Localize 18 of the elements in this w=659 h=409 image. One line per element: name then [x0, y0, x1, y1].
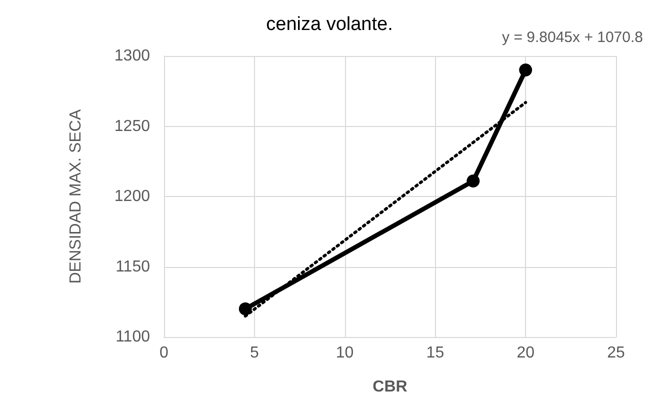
x-tick-label: 25 [607, 344, 625, 362]
x-tick-label: 10 [336, 344, 354, 362]
y-tick-label: 1250 [114, 118, 150, 135]
chart-title: ceniza volante. [266, 14, 393, 35]
x-tick-label: 5 [250, 344, 259, 362]
x-axis-title: CBR [372, 378, 408, 396]
y-tick-label: 1150 [116, 258, 150, 276]
y-tick-label: 1300 [114, 48, 150, 64]
y-axis-title: DENSIDAD MAX. SECA [68, 109, 84, 284]
x-tick-label: 0 [160, 344, 169, 362]
x-tick-label: 20 [516, 344, 535, 362]
y-tick-label: 1100 [116, 328, 150, 346]
point [519, 64, 532, 77]
x-tick-label: 15 [426, 344, 444, 362]
point [466, 174, 480, 188]
y-tick-label: 1200 [114, 188, 150, 205]
text: y = 9.8045x + 1070.8 [502, 29, 644, 46]
point [238, 302, 252, 316]
